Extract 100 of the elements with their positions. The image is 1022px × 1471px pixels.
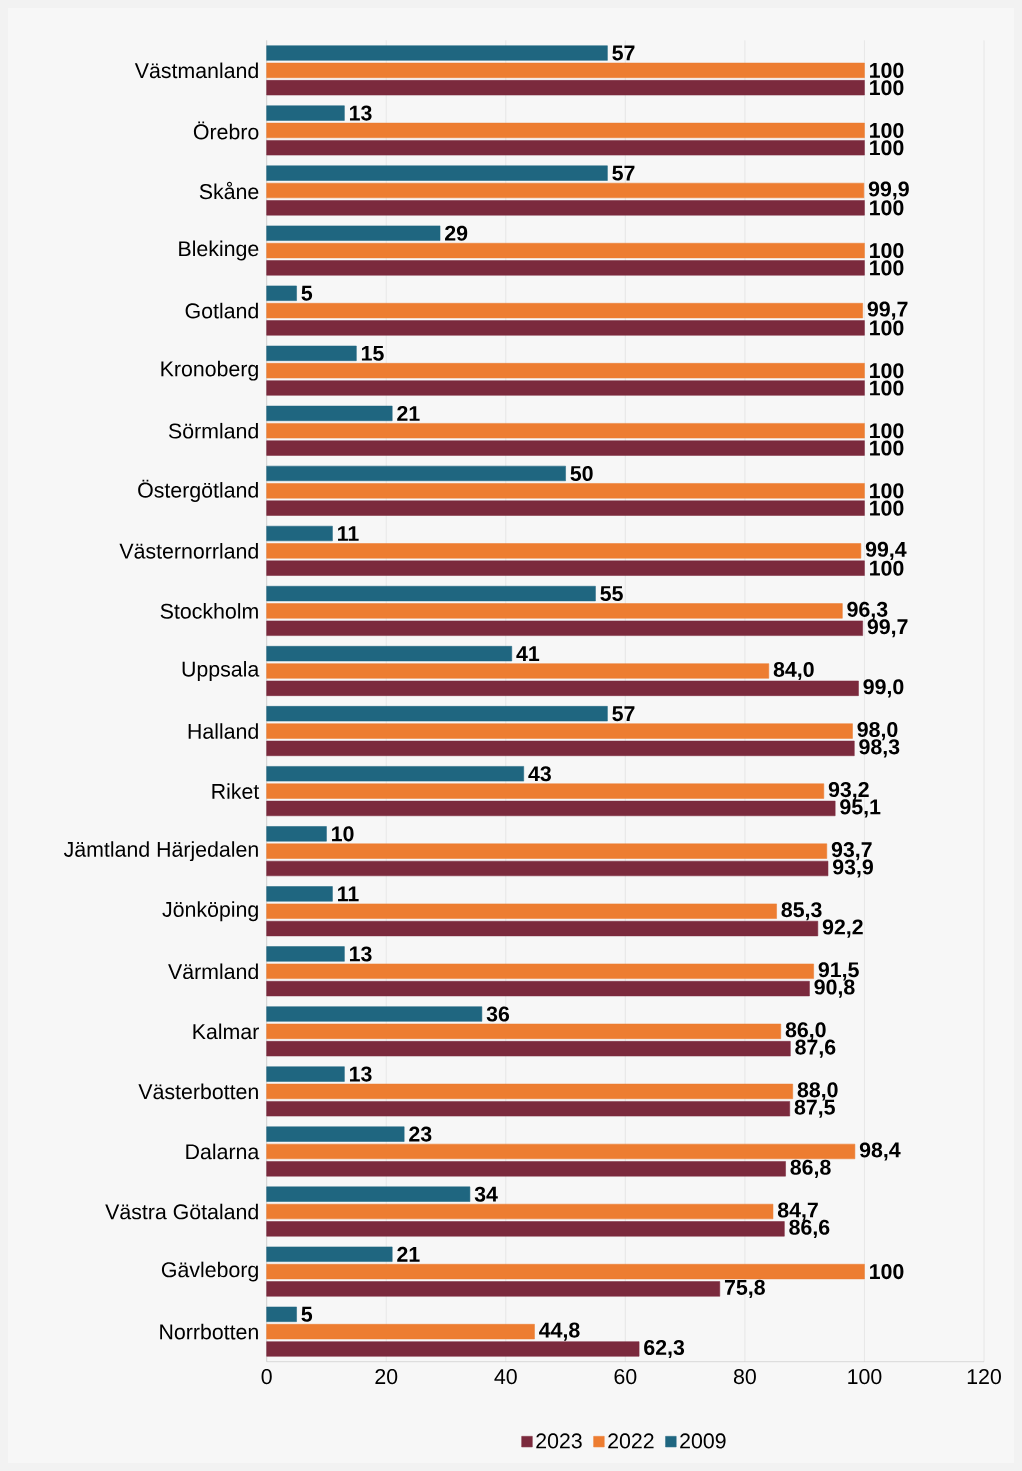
bar [266, 646, 513, 662]
bar [266, 405, 393, 422]
data-label: 41 [516, 646, 540, 661]
data-label: 100 [870, 320, 904, 336]
bar [266, 62, 865, 78]
data-label: 95,1 [840, 799, 881, 818]
data-label: 100 [870, 200, 904, 216]
bar [266, 843, 828, 859]
bar [266, 260, 865, 276]
bar [266, 525, 333, 542]
data-label: 10 [332, 826, 354, 842]
legend-label: 2022 [608, 1433, 654, 1449]
bar [266, 105, 345, 121]
bar [266, 800, 836, 817]
data-label: 21 [397, 1246, 420, 1262]
data-label: 100 [870, 500, 904, 516]
data-label: 93,7 [831, 842, 872, 861]
data-label: 100 [870, 1264, 904, 1280]
data-label: 100 [870, 380, 904, 396]
bar [266, 483, 865, 499]
data-label: 100 [870, 483, 904, 499]
data-label: 29 [445, 225, 468, 241]
bar [266, 500, 865, 516]
bar [266, 320, 865, 336]
bar [266, 1306, 297, 1322]
y-tick-label: Kalmar [193, 1023, 259, 1040]
bar [266, 903, 777, 919]
bar [266, 140, 865, 156]
data-label: 100 [870, 80, 904, 96]
data-label: 99,9 [868, 181, 909, 200]
y-tick-label: Stockholm [160, 603, 258, 619]
data-label: 62,3 [644, 1339, 685, 1359]
bar [266, 182, 865, 199]
y-tick-label: Jämtland Härjedalen [63, 841, 258, 862]
data-label: 100 [870, 560, 904, 576]
bar [266, 285, 297, 301]
bar [266, 723, 853, 739]
data-label: 13 [349, 1066, 372, 1082]
bar [266, 225, 441, 241]
bar [266, 585, 596, 602]
data-label: 11 [338, 526, 359, 541]
data-label: 86,6 [789, 1219, 830, 1238]
bar [266, 423, 865, 439]
bar [266, 1246, 393, 1262]
data-label: 98,0 [857, 721, 898, 741]
y-tick-label: Dalarna [186, 1143, 260, 1160]
bar [266, 242, 865, 259]
legend-label: 2023 [536, 1433, 582, 1449]
x-tick-label: 80 [733, 1369, 756, 1385]
bar [266, 1083, 793, 1100]
y-tick-label: Norrbotten [160, 1323, 258, 1340]
data-label: 44,8 [539, 1322, 580, 1341]
bar [266, 80, 865, 96]
data-label: 86,8 [790, 1159, 831, 1178]
y-tick-label: Uppsala [182, 661, 260, 681]
bar [266, 345, 357, 361]
bar [266, 1041, 791, 1057]
data-label: 11 [338, 886, 359, 902]
y-tick-label: Halland [188, 723, 258, 739]
bar [266, 165, 608, 181]
bar [266, 1066, 345, 1082]
data-label: 57 [612, 165, 635, 181]
data-label: 57 [612, 45, 635, 61]
data-label: 100 [870, 363, 904, 379]
data-label: 88,0 [797, 1082, 838, 1101]
bar [266, 1006, 483, 1022]
data-label: 23 [409, 1126, 432, 1142]
data-label: 100 [870, 140, 904, 156]
bar [266, 826, 327, 842]
x-tick-label: 0 [261, 1369, 272, 1385]
data-label: 13 [349, 946, 372, 962]
bar [266, 45, 608, 61]
bar [266, 1341, 640, 1357]
bar [266, 1186, 471, 1202]
bar [266, 1023, 782, 1039]
bar [266, 620, 863, 636]
bar [266, 981, 810, 997]
y-tick-label: Riket [212, 783, 260, 799]
bar [266, 663, 770, 679]
y-tick-label: Sörmland [168, 422, 258, 439]
y-tick-label: Blekinge [179, 240, 259, 261]
data-label: 96,3 [847, 601, 888, 621]
data-label: 90,8 [814, 979, 855, 998]
bar [266, 1324, 535, 1340]
bar [266, 920, 819, 937]
bar [266, 783, 825, 799]
y-tick-label: Västernorrland [119, 543, 258, 559]
bar [266, 1143, 856, 1160]
data-label: 43 [528, 766, 551, 782]
x-tick-label: 40 [494, 1369, 517, 1385]
bar [266, 886, 333, 902]
y-tick-label: Västmanland [134, 62, 258, 79]
x-tick-label: 20 [375, 1369, 398, 1385]
bar [266, 1281, 721, 1297]
data-label: 100 [870, 423, 904, 439]
data-label: 87,6 [795, 1039, 836, 1058]
data-label: 100 [870, 260, 904, 276]
data-label: 86,0 [785, 1022, 826, 1041]
data-label: 50 [570, 465, 593, 482]
y-tick-label: Östergötland [138, 479, 258, 502]
